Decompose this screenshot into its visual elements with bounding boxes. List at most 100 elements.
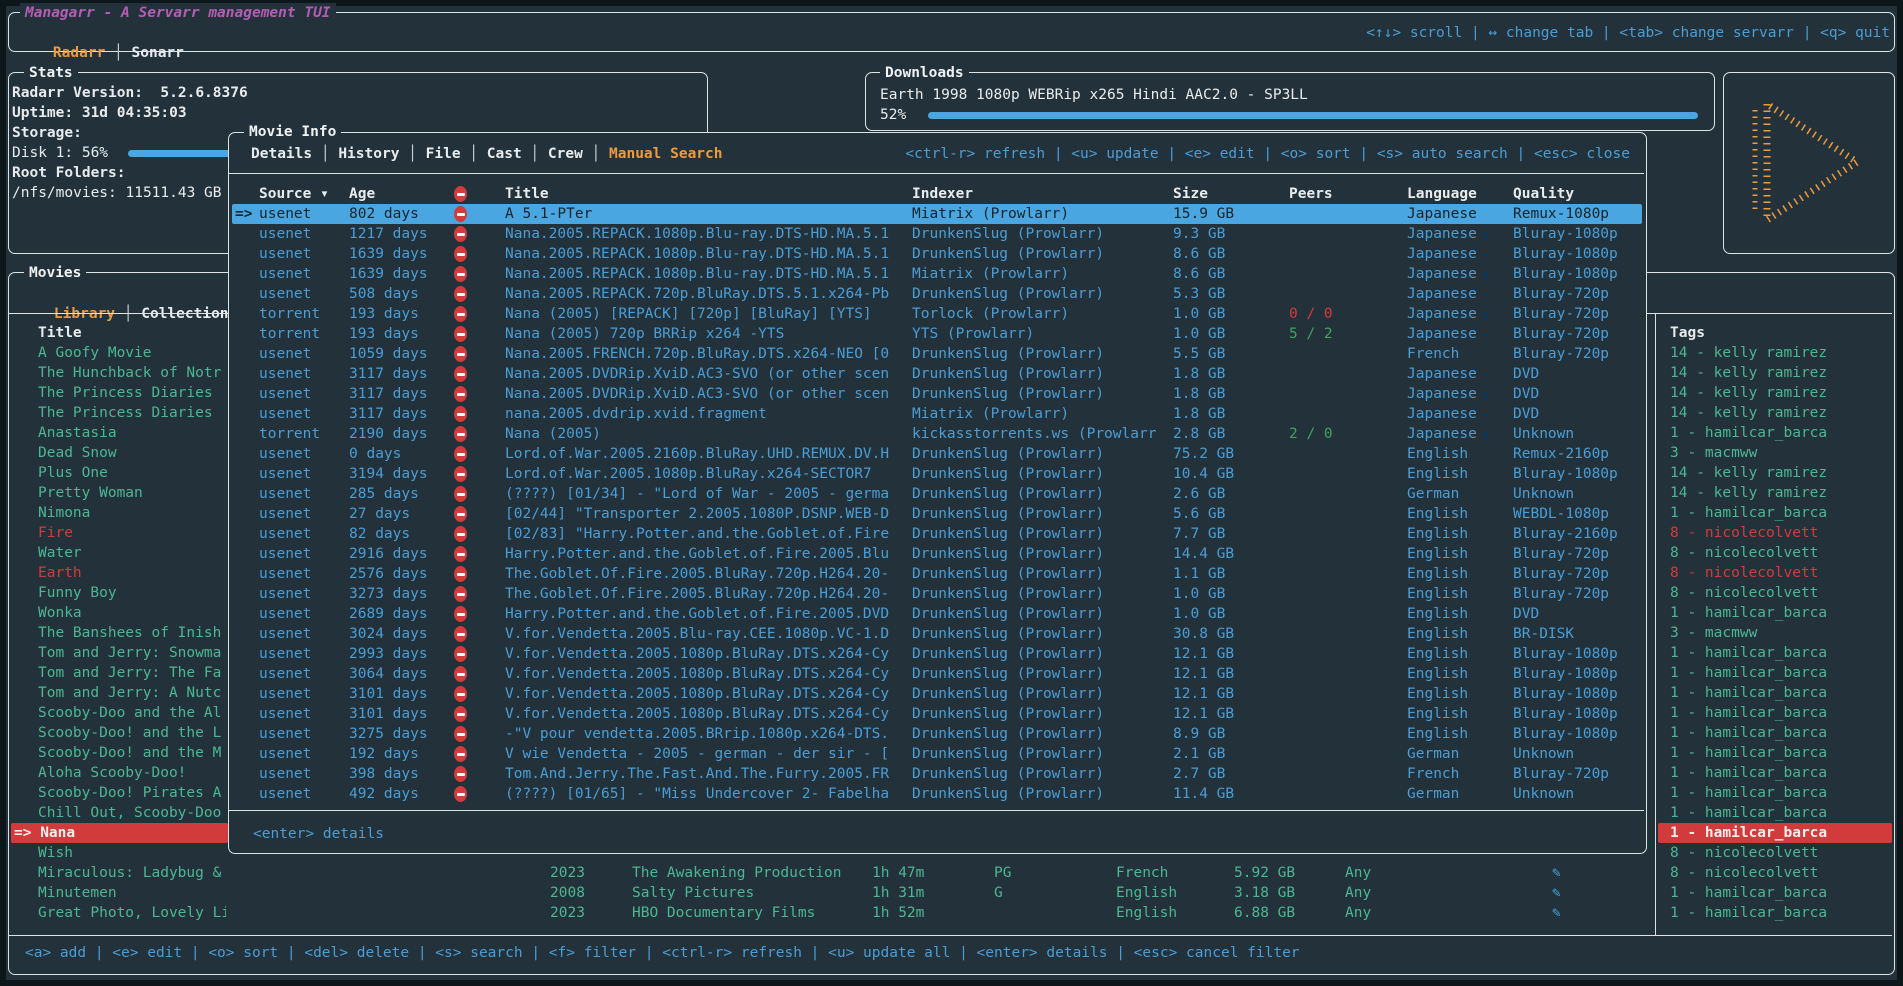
release-title: Nana (2005) [REPACK] [720p] [BluRay] [YT… — [505, 306, 872, 322]
download-percent: 52% — [880, 107, 907, 123]
tab-library[interactable]: Library — [53, 306, 116, 322]
movie-row[interactable]: Wonka 1 - hamilcar_barca — [0, 603, 1903, 623]
movie-title: Scooby-Doo! and the M — [38, 745, 222, 761]
movie-row[interactable]: Aloha Scooby-Doo! 1 - hamilcar_barca — [0, 763, 1903, 783]
rejected-icon — [454, 766, 467, 782]
release-size: 1.0 GB — [1173, 306, 1226, 322]
release-quality: Bluray-1080p — [1513, 686, 1618, 702]
movies-title: Movies — [24, 263, 87, 283]
movie-row[interactable]: Nimona 1 - hamilcar_barca — [0, 503, 1903, 523]
movie-row[interactable]: Tom and Jerry: Snowma 1 - hamilcar_barca — [0, 643, 1903, 663]
movie-quality: Any — [1345, 865, 1372, 881]
tab-collections[interactable]: Collections — [141, 306, 238, 322]
download-progress-bar — [928, 112, 1698, 119]
release-row[interactable]: torrent 193 days Nana (2005) [REPACK] [720… — [229, 304, 1643, 324]
release-row[interactable]: usenet 1217 days Nana.2005.REPACK.1080p.Bl… — [229, 224, 1643, 244]
movie-row[interactable]: Water 8 - nicolecolvett — [0, 543, 1903, 563]
release-row[interactable]: usenet 398 days Tom.And.Jerry.The.Fast.And… — [229, 764, 1643, 784]
tab-separator: │ — [399, 146, 426, 162]
movie-row[interactable]: Plus One 14 - kelly ramirez — [0, 463, 1903, 483]
movie-row[interactable]: Chill Out, Scooby-Doo 1 - hamilcar_barca — [0, 803, 1903, 823]
release-language: Japanese — [1407, 266, 1477, 282]
modal-tab-history[interactable]: History — [338, 146, 400, 162]
release-row[interactable]: usenet 3024 days V.for.Vendetta.2005.Blu-r… — [229, 624, 1643, 644]
movie-row[interactable]: => Nana 1 - hamilcar_barca — [0, 823, 1903, 843]
rejected-icon — [454, 726, 467, 742]
release-indexer: DrunkenSlug (Prowlarr) — [912, 566, 1105, 582]
modal-tab-cast[interactable]: Cast — [486, 146, 522, 162]
release-row[interactable]: usenet 192 days V wie Vendetta - 2005 - ge… — [229, 744, 1643, 764]
movie-row[interactable]: The Princess Diaries 14 - kelly ramirez — [0, 403, 1903, 423]
release-row[interactable]: usenet 2689 days Harry.Potter.and.the.Gobl… — [229, 604, 1643, 624]
movie-row[interactable]: Fire 8 - nicolecolvett — [0, 523, 1903, 543]
movie-row[interactable]: Tom and Jerry: The Fa 1 - hamilcar_barca — [0, 663, 1903, 683]
release-row[interactable]: usenet 3101 days V.for.Vendetta.2005.1080p… — [229, 684, 1643, 704]
release-row[interactable]: torrent 193 days Nana (2005) 720p BRRip x2… — [229, 324, 1643, 344]
release-title: Nana.2005.REPACK.1080p.Blu-ray.DTS-HD.MA… — [505, 266, 890, 282]
rejected-icon — [454, 526, 467, 542]
release-row[interactable]: usenet 285 days (????) [01/34] - "Lord of … — [229, 484, 1643, 504]
release-row[interactable]: usenet 27 days [02/44] "Transporter 2.2005… — [229, 504, 1643, 524]
movie-row[interactable]: Great Photo, Lovely Life 2023 HBO Document… — [0, 903, 1903, 923]
modal-tab-crew[interactable]: Crew — [547, 146, 583, 162]
movie-rating: PG — [994, 865, 1012, 881]
release-row[interactable]: usenet 3117 days Nana.2005.DVDRip.XviD.AC3… — [229, 364, 1643, 384]
movie-row[interactable]: Scooby-Doo! and the M 1 - hamilcar_barca — [0, 743, 1903, 763]
release-source: usenet — [259, 726, 312, 742]
release-row[interactable]: usenet 2993 days V.for.Vendetta.2005.1080p… — [229, 644, 1643, 664]
movie-row[interactable]: Tom and Jerry: A Nutc 1 - hamilcar_barca — [0, 683, 1903, 703]
movie-row[interactable]: Pretty Woman 14 - kelly ramirez — [0, 483, 1903, 503]
release-language: English — [1407, 646, 1469, 662]
movie-title: => Nana — [14, 825, 76, 841]
release-row[interactable]: usenet 1639 days Nana.2005.REPACK.1080p.Bl… — [229, 244, 1643, 264]
release-row[interactable]: usenet 3275 days -"V pour vendetta.2005.BR… — [229, 724, 1643, 744]
release-row[interactable]: usenet 0 days Lord.of.War.2005.2160p.BluRa… — [229, 444, 1643, 464]
movie-row[interactable]: Anastasia 1 - hamilcar_barca — [0, 423, 1903, 443]
movie-row[interactable]: Scooby-Doo! Pirates A 1 - hamilcar_barca — [0, 783, 1903, 803]
release-row[interactable]: usenet 3117 days Nana.2005.DVDRip.XviD.AC3… — [229, 384, 1643, 404]
movie-tag: 14 - kelly ramirez — [1670, 485, 1828, 501]
release-row[interactable]: usenet 2576 days The.Goblet.Of.Fire.2005.B… — [229, 564, 1643, 584]
release-row[interactable]: torrent 2190 days Nana (2005) kickasstorren… — [229, 424, 1643, 444]
release-row[interactable]: usenet 1639 days Nana.2005.REPACK.1080p.Bl… — [229, 264, 1643, 284]
movie-row[interactable]: The Banshees of Inish 3 - macmww — [0, 623, 1903, 643]
release-language: Japanese — [1407, 426, 1477, 442]
movie-row[interactable]: Scooby-Doo and the Al 1 - hamilcar_barca — [0, 703, 1903, 723]
release-row[interactable]: usenet 82 days [02/83] "Harry.Potter.and.t… — [229, 524, 1643, 544]
movie-tag: 1 - hamilcar_barca — [1670, 785, 1828, 801]
modal-tab-manual-search[interactable]: Manual Search — [609, 146, 723, 162]
movie-tag: 1 - hamilcar_barca — [1670, 705, 1828, 721]
movie-row[interactable]: Minutemen 2008 Salty Pictures 1h 31m G Englis… — [0, 883, 1903, 903]
release-row[interactable]: usenet 2916 days Harry.Potter.and.the.Gobl… — [229, 544, 1643, 564]
release-quality: DVD — [1513, 606, 1540, 622]
release-title: Tom.And.Jerry.The.Fast.And.The.Furry.200… — [505, 766, 890, 782]
release-row[interactable]: usenet 3101 days V.for.Vendetta.2005.1080p… — [229, 704, 1643, 724]
tab-radarr[interactable]: Radarr — [52, 45, 106, 61]
movie-row[interactable]: Funny Boy 8 - nicolecolvett — [0, 583, 1903, 603]
movie-title: Pretty Woman — [38, 485, 143, 501]
release-row[interactable]: => usenet 802 days A 5.1-PTer Miatrix (Prowl… — [229, 204, 1643, 224]
release-source: usenet — [259, 366, 312, 382]
movie-row[interactable]: The Hunchback of Notr 14 - kelly ramirez — [0, 363, 1903, 383]
release-title: Nana (2005) — [505, 426, 602, 442]
movie-row[interactable]: Miraculous: Ladybug & Cat Noir, The Movi… — [0, 863, 1903, 883]
movie-row[interactable]: Scooby-Doo! and the L 1 - hamilcar_barca — [0, 723, 1903, 743]
modal-tab-file[interactable]: File — [425, 146, 461, 162]
release-row[interactable]: usenet 1059 days Nana.2005.FRENCH.720p.Blu… — [229, 344, 1643, 364]
movie-row[interactable]: Dead Snow 3 - macmww — [0, 443, 1903, 463]
release-row[interactable]: usenet 3064 days V.for.Vendetta.2005.1080p… — [229, 664, 1643, 684]
release-row[interactable]: usenet 508 days Nana.2005.REPACK.720p.BluR… — [229, 284, 1643, 304]
movie-row[interactable]: Wish 8 - nicolecolvett — [0, 843, 1903, 863]
release-language: English — [1407, 706, 1469, 722]
release-row[interactable]: usenet 3194 days Lord.of.War.2005.1080p.Bl… — [229, 464, 1643, 484]
release-row[interactable]: usenet 492 days (????) [01/65] - "Miss Und… — [229, 784, 1643, 804]
movie-row[interactable]: Earth 8 - nicolecolvett — [0, 563, 1903, 583]
release-row[interactable]: usenet 3273 days The.Goblet.Of.Fire.2005.B… — [229, 584, 1643, 604]
modal-tab-details[interactable]: Details — [251, 146, 313, 162]
movie-row[interactable]: A Goofy Movie 14 - kelly ramirez — [0, 343, 1903, 363]
release-row[interactable]: usenet 3117 days nana.2005.dvdrip.xvid.fra… — [229, 404, 1643, 424]
tab-sonarr[interactable]: Sonarr — [131, 45, 184, 61]
app-title: Managarr - A Servarr management TUI — [20, 3, 336, 23]
movie-row[interactable]: The Princess Diaries 14 - kelly ramirez — [0, 383, 1903, 403]
